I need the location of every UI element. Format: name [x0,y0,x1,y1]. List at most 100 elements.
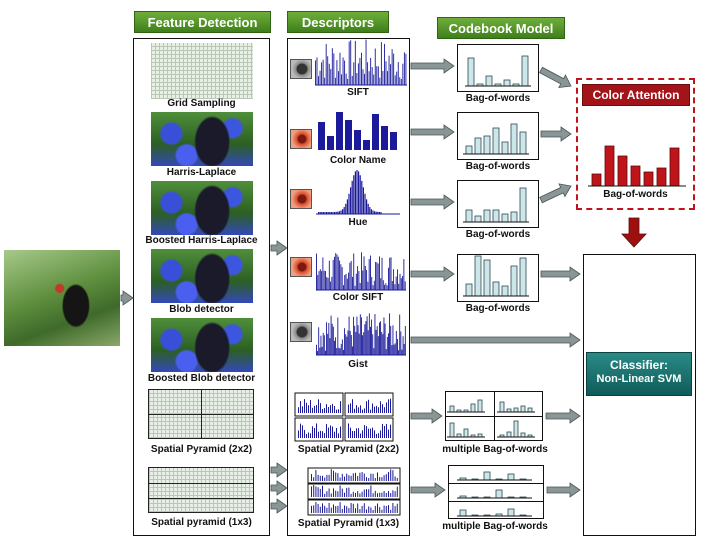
histogram-bar [391,49,393,85]
histogram-bar [352,399,353,413]
histogram-bar [364,408,365,413]
histogram-bar [327,136,334,150]
flow-arrow [270,240,288,256]
histogram-bar [326,211,328,214]
histogram-bar [328,406,329,413]
histogram-bar [372,285,374,290]
histogram-bar [362,409,363,413]
histogram-bar [322,59,324,85]
histogram-bar [352,276,353,290]
histogram-bar [375,211,377,214]
histogram-bar [390,469,392,481]
histogram-bar [332,211,334,214]
histogram-bar [399,314,401,355]
histogram-bar [350,187,352,214]
histogram-bar [300,401,301,413]
histogram-bar [370,473,372,481]
histogram-bar [331,276,333,290]
histogram-bar [370,507,372,513]
histogram-bar [334,77,336,85]
bow-bar [477,399,483,413]
bow-bar [519,187,527,223]
bow-bar [520,432,526,438]
histogram-bar [326,423,327,438]
histogram-bar [392,470,394,481]
bow-bar [449,405,455,413]
histogram-bar [366,316,368,355]
histogram-bar [333,53,335,85]
histogram-bar [339,485,341,497]
histogram-bar [318,327,320,355]
histogram-bar [353,62,355,85]
histogram-bar [382,280,384,290]
histogram-bar [336,427,337,438]
histogram-bar [370,209,372,214]
histogram-bar [348,193,350,214]
histogram-bar [374,430,375,438]
histogram-bar [377,66,379,85]
histogram-bar [316,404,317,413]
histogram-bar [368,489,370,497]
histogram-bar [381,509,383,513]
histogram-bar [324,211,326,214]
histogram-bar [339,348,341,355]
histogram-bar [350,403,351,413]
histogram-bar [339,260,341,290]
histogram-bar [358,271,360,290]
detector-label: Grid Sampling [167,98,236,109]
attention-bar [630,165,641,187]
histogram-bar [389,313,391,355]
histogram-bar [319,347,321,355]
histogram-bar [334,431,335,438]
histogram-bar [388,429,389,438]
histogram-bar [345,120,352,150]
bow-bar [465,209,473,223]
histogram-bar [390,493,392,497]
histogram-bar [339,502,341,513]
histogram-bar [390,325,392,355]
histogram-bar [352,503,354,513]
bow-bar [470,403,476,413]
histogram-bar [353,316,355,355]
histogram-bar [334,256,335,290]
histogram-bar [399,77,401,85]
histogram-bar [404,281,406,290]
histogram-bar [403,52,405,85]
histogram-bar [391,281,393,290]
histogram-bar [328,260,330,290]
histogram-bar [363,256,365,290]
histogram-bar [332,403,333,413]
bow-bar [506,431,512,438]
histogram-bar [350,502,352,513]
histogram-bar [317,503,319,513]
histogram-bar [348,316,350,355]
histogram-bar [359,493,361,497]
bow-bar [474,215,482,223]
histogram-bar [354,40,356,85]
histogram-bar [304,399,305,413]
histogram-bar [319,269,321,290]
descriptors-header: Descriptors [287,11,389,33]
bow-bar [485,75,493,87]
histogram-bar [330,69,332,85]
histogram-bar [385,492,387,497]
histogram-bar [385,506,387,513]
histogram-bar [394,343,396,355]
histogram-bar [344,492,345,497]
histogram-bar [402,63,404,85]
histogram-bar [328,488,330,497]
bow-bar [501,285,509,297]
histogram-bar [376,262,378,290]
histogram-bar [330,211,332,214]
bow-bar [492,281,500,297]
grid-sampling-image [151,43,253,99]
histogram-bar [336,112,343,150]
boosted-blob-detector-image [151,318,253,372]
histogram-bar [316,344,317,355]
histogram-bar [345,273,347,290]
bow-bar [465,283,473,297]
histogram-bar [399,273,401,290]
histogram-bar [388,55,390,85]
histogram-bar [335,253,337,290]
attention-bar [669,147,680,187]
